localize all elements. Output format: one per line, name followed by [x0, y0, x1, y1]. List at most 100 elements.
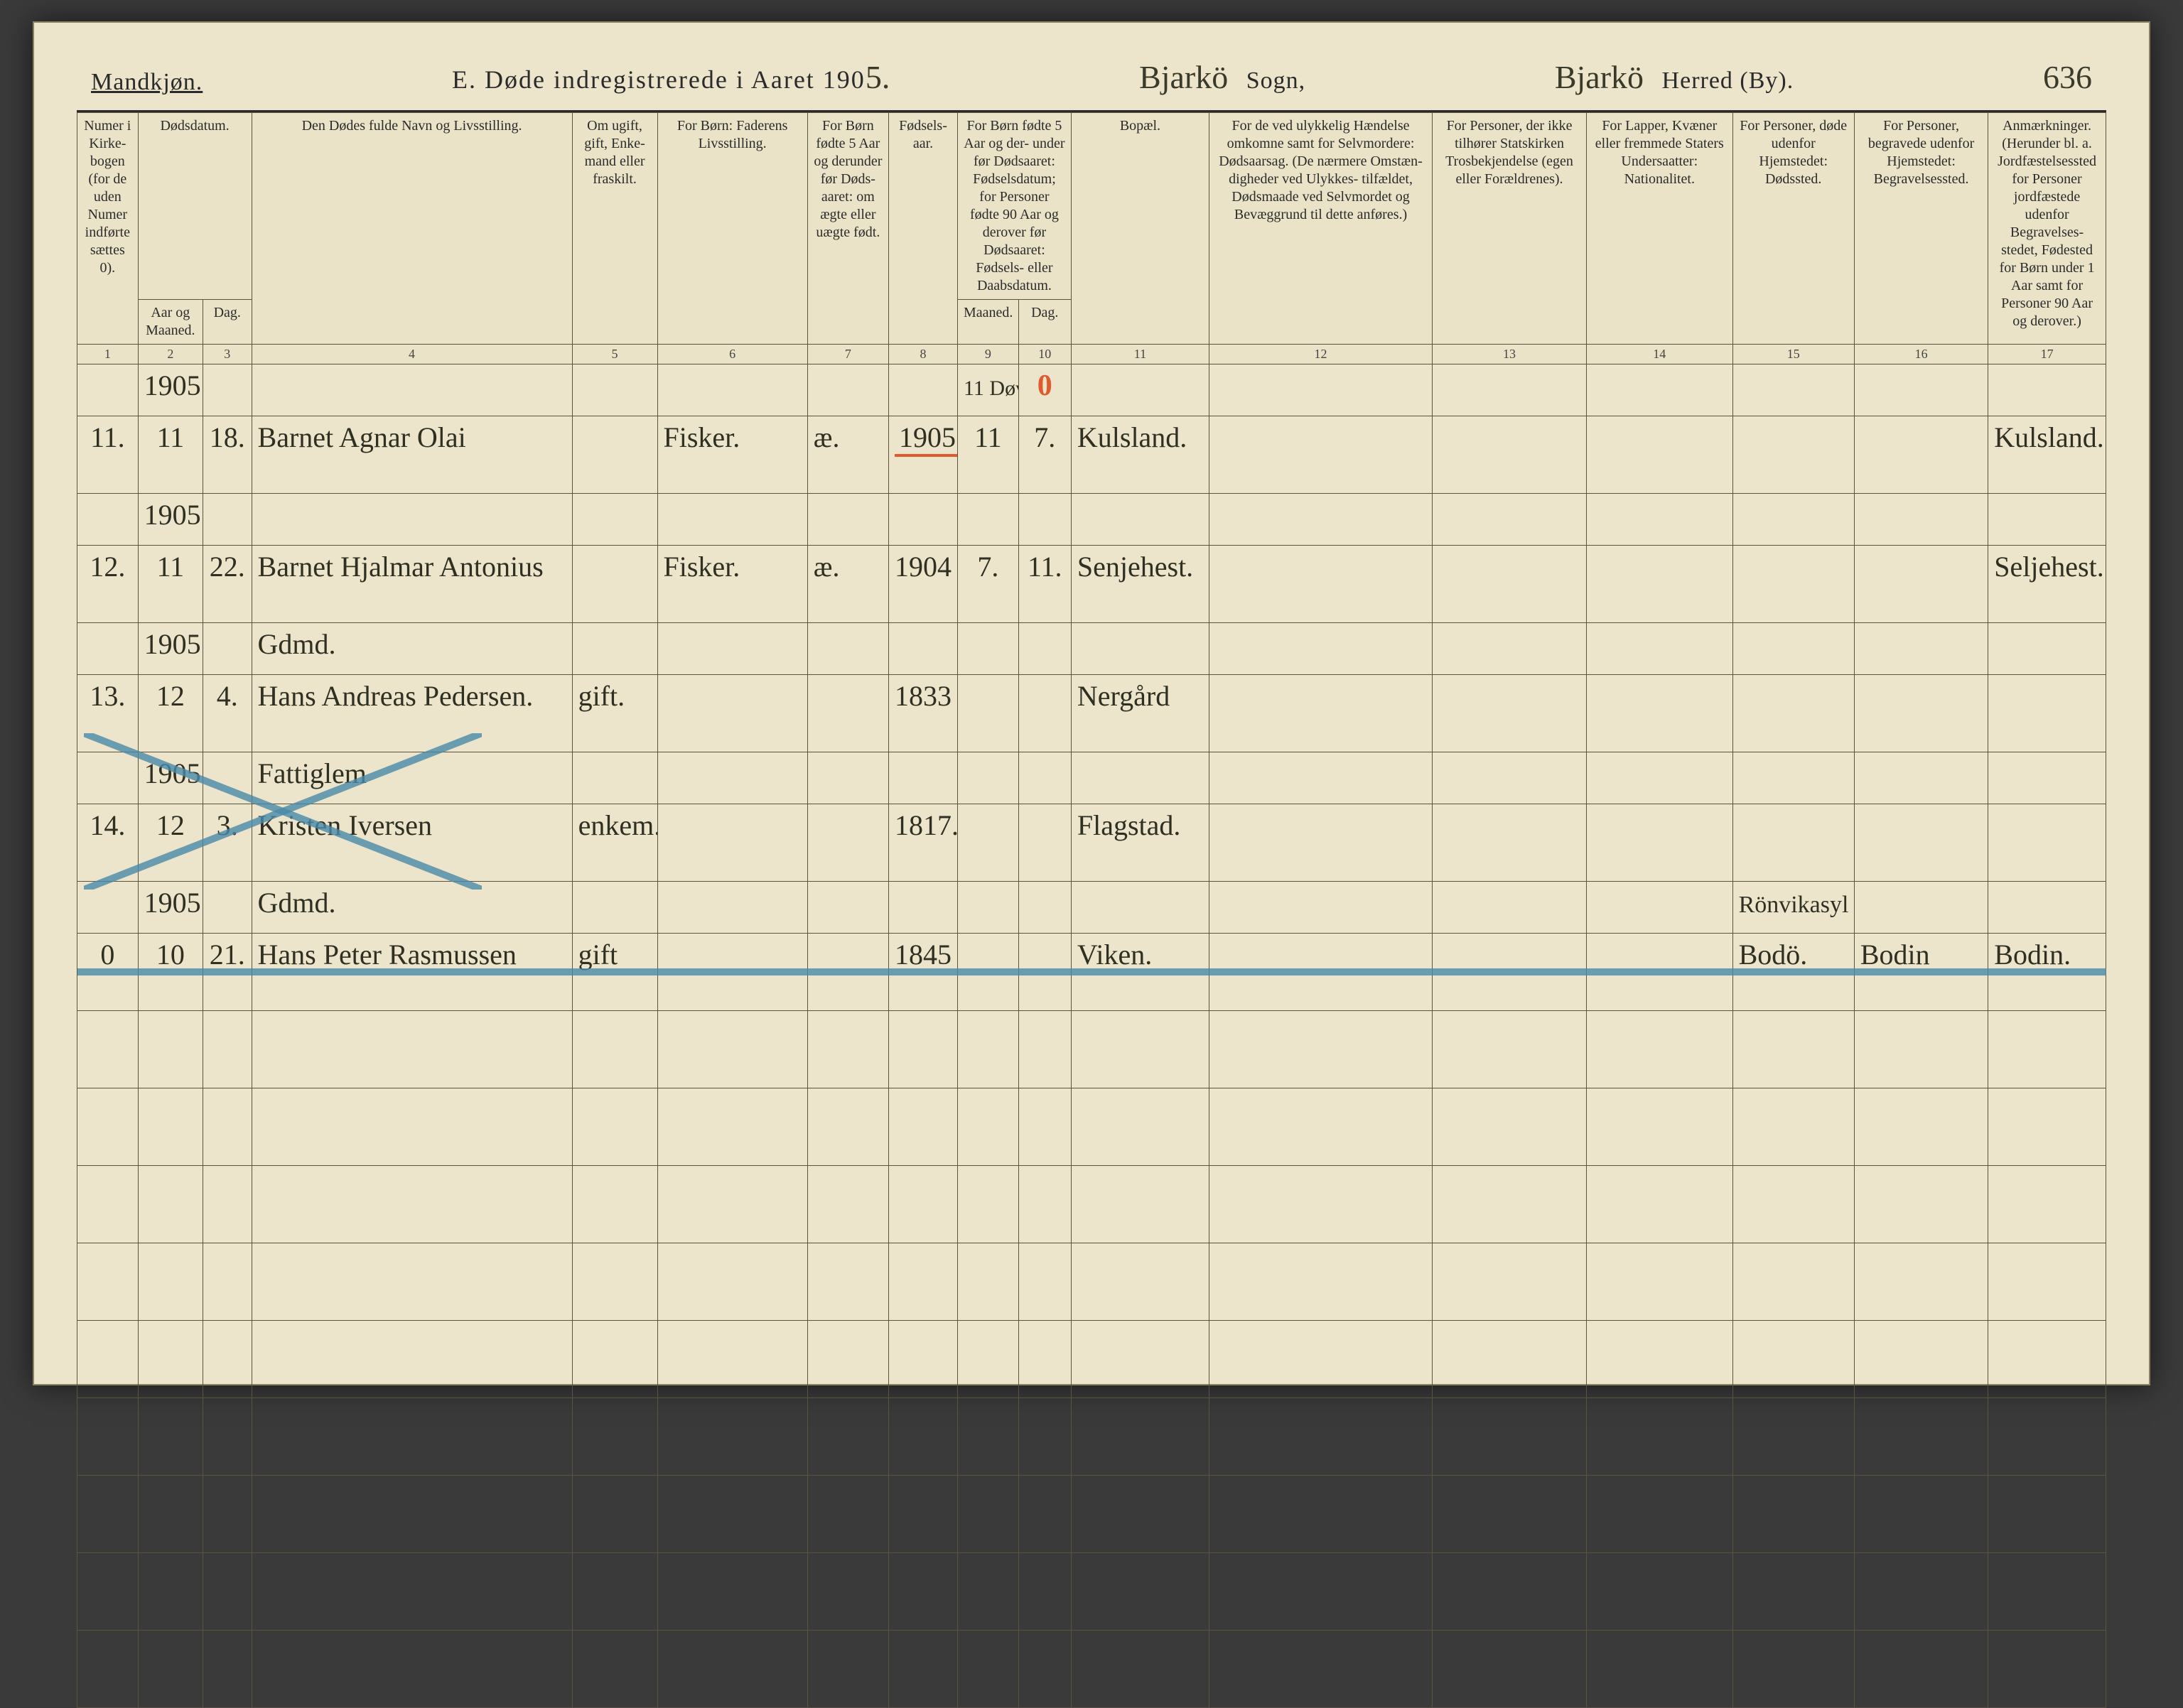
cell: [958, 933, 1019, 1010]
col-2-header: Aar og Maaned.: [138, 300, 203, 345]
column-number: 10: [1018, 345, 1071, 364]
cell: 11: [138, 416, 203, 493]
cell: [1854, 1630, 1988, 1707]
cell: [1988, 752, 2106, 804]
cell: [1854, 1398, 1988, 1475]
cell: 14.: [77, 804, 139, 881]
cell: Fattiglem: [252, 752, 572, 804]
sogn-label: Sogn,: [1246, 67, 1305, 94]
cell: [958, 804, 1019, 881]
cell: [1018, 881, 1071, 933]
col-13-header: For Personer, der ikke tilhører Statskir…: [1433, 113, 1587, 345]
ledger-page: Mandkjøn. E. Døde indregistrerede i Aare…: [33, 21, 2150, 1385]
cell: gift: [572, 933, 657, 1010]
blank-row: [77, 1243, 2106, 1320]
cell: Kristen Iversen: [252, 804, 572, 881]
cell: [888, 493, 957, 545]
cell: 11: [138, 545, 203, 622]
cell: Barnet Agnar Olai: [252, 416, 572, 493]
title-group: E. Døde indregistrerede i Aaret 1905.: [452, 58, 890, 96]
cell: 1904: [888, 545, 957, 622]
cell: [138, 1398, 203, 1475]
cell: 10: [138, 933, 203, 1010]
cell: [1018, 674, 1071, 752]
cell: [1587, 364, 1733, 416]
cell: [77, 1010, 139, 1088]
cell: [572, 1088, 657, 1165]
page-header: Mandkjøn. E. Døde indregistrerede i Aare…: [91, 58, 2092, 96]
cell: [888, 1475, 957, 1552]
cell: [1988, 1243, 2106, 1320]
cell: [138, 1630, 203, 1707]
cell: [1433, 1165, 1587, 1243]
cell: [888, 622, 957, 674]
col-5-header: Om ugift, gift, Enke- mand eller fraskil…: [572, 113, 657, 345]
cell: [1988, 1475, 2106, 1552]
cell: [1732, 545, 1854, 622]
cell: Rönvikasyl: [1732, 881, 1854, 933]
cell: [203, 364, 252, 416]
cell: [1071, 1552, 1209, 1630]
cell: [807, 752, 888, 804]
cell: [807, 622, 888, 674]
col-1-header: Numer i Kirke- bogen (for de uden Numer …: [77, 113, 139, 345]
cell: 4.: [203, 674, 252, 752]
cell: [1018, 1630, 1071, 1707]
cell: [572, 1398, 657, 1475]
cell: [1732, 1010, 1854, 1088]
cell: [1071, 1475, 1209, 1552]
blank-row: [77, 1088, 2106, 1165]
cell: [807, 1475, 888, 1552]
cell: [1587, 1088, 1733, 1165]
cell: 0: [77, 933, 139, 1010]
cell: [1071, 1630, 1209, 1707]
col-6-header: For Børn: Faderens Livsstilling.: [657, 113, 807, 345]
cell: [1988, 804, 2106, 881]
cell: [1732, 1630, 1854, 1707]
cell: Seljehest.: [1988, 545, 2106, 622]
cell: [1071, 1243, 1209, 1320]
cell: [1587, 493, 1733, 545]
cell: [572, 622, 657, 674]
cell: [1433, 752, 1587, 804]
year-row: 1905.: [77, 493, 2106, 545]
cell: [958, 1243, 1019, 1320]
blank-row: [77, 1320, 2106, 1398]
cell: [657, 752, 807, 804]
cell: [888, 752, 957, 804]
cell: [1732, 1088, 1854, 1165]
cell: [888, 1243, 957, 1320]
cell: [1854, 1088, 1988, 1165]
cell: [958, 1552, 1019, 1630]
cell: [958, 1010, 1019, 1088]
entry-row: 11.1118.Barnet Agnar OlaiFisker.æ.190511…: [77, 416, 2106, 493]
col-16-header: For Personer, begravede udenfor Hjemsted…: [1854, 113, 1988, 345]
cell: [1018, 1398, 1071, 1475]
cell: [203, 622, 252, 674]
cell: [252, 493, 572, 545]
cell: [77, 881, 139, 933]
cell: [252, 1088, 572, 1165]
cell: 1817.: [888, 804, 957, 881]
cell: [657, 1552, 807, 1630]
cell: Bodin.: [1988, 933, 2106, 1010]
cell: [1587, 1398, 1733, 1475]
year-row: 1905.Gdmd.Rönvikasyl: [77, 881, 2106, 933]
cell: [138, 1320, 203, 1398]
col-8-header: Fødsels- aar.: [888, 113, 957, 345]
year-row: 190511 Døve0: [77, 364, 2106, 416]
cell: [1732, 674, 1854, 752]
cell: [1433, 1088, 1587, 1165]
cell: [572, 1010, 657, 1088]
cell: [807, 881, 888, 933]
cell: [1209, 1630, 1433, 1707]
cell: [138, 1165, 203, 1243]
cell: [958, 1630, 1019, 1707]
cell: [958, 1088, 1019, 1165]
title-prefix: E. Døde indregistrerede i Aaret 190: [452, 65, 866, 94]
cell: 18.: [203, 416, 252, 493]
col-14-header: For Lapper, Kvæner eller fremmede Stater…: [1587, 113, 1733, 345]
cell: 7.: [1018, 416, 1071, 493]
cell: [1018, 752, 1071, 804]
cell: [657, 933, 807, 1010]
